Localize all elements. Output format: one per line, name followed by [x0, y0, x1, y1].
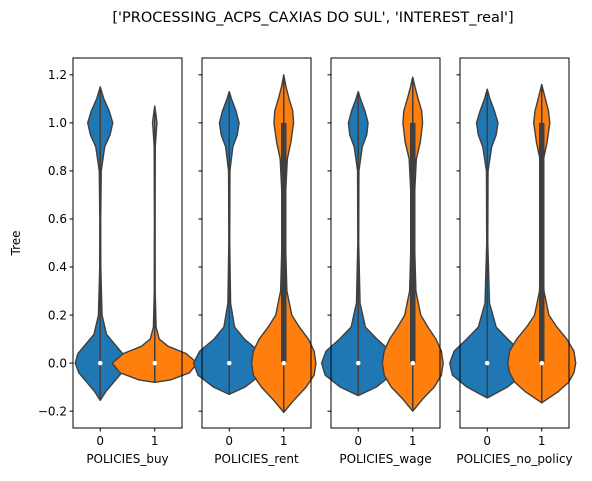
subplot-policies-no-policy: 0 1 POLICIES_no_policy — [450, 58, 576, 466]
subplot-panels: −0.2 0.0 0.2 0.4 0.6 0.8 1.0 1.2 0 1 POLICIES_buy 0… — [38, 58, 576, 466]
y-tick-label: 0.0 — [48, 356, 67, 370]
subplot-policies-wage: 0 1 POLICIES_wage — [322, 58, 444, 466]
y-tick-label: 0.4 — [48, 260, 67, 274]
chart-suptitle: ['PROCESSING_ACPS_CAXIAS DO SUL', 'INTER… — [112, 10, 513, 26]
x-axis-label: POLICIES_wage — [339, 452, 431, 466]
x-tick-label: 0 — [225, 434, 233, 448]
y-tick-label: 0.6 — [48, 212, 67, 226]
x-tick-label: 1 — [280, 434, 288, 448]
x-tick-label: 0 — [96, 434, 104, 448]
x-tick-label: 0 — [483, 434, 491, 448]
subplot-policies-rent: 0 1 POLICIES_rent — [194, 58, 316, 466]
x-tick-label: 0 — [354, 434, 362, 448]
violin-median-point — [152, 361, 157, 366]
x-axis-label: POLICIES_buy — [86, 452, 168, 466]
violin-median-point — [281, 361, 286, 366]
y-tick-label: 1.2 — [48, 68, 67, 82]
x-tick-label: 1 — [409, 434, 417, 448]
x-tick-label: 1 — [151, 434, 159, 448]
y-tick-label: −0.2 — [38, 404, 67, 418]
y-tick-label: 0.8 — [48, 164, 67, 178]
y-tick-label: 0.2 — [48, 308, 67, 322]
subplot-policies-buy: −0.2 0.0 0.2 0.4 0.6 0.8 1.0 1.2 0 1 POLICIES_buy — [38, 58, 197, 466]
violin-median-point — [539, 361, 544, 366]
y-axis-label: Tree — [9, 230, 23, 256]
violin-median-point — [227, 361, 232, 366]
x-axis-label: POLICIES_no_policy — [456, 452, 572, 466]
violin-median-point — [485, 361, 490, 366]
violin-median-point — [410, 361, 415, 366]
x-tick-label: 1 — [538, 434, 546, 448]
violin-median-point — [356, 361, 361, 366]
violin-median-point — [98, 361, 103, 366]
x-axis-label: POLICIES_rent — [214, 452, 299, 466]
y-tick-label: 1.0 — [48, 116, 67, 130]
